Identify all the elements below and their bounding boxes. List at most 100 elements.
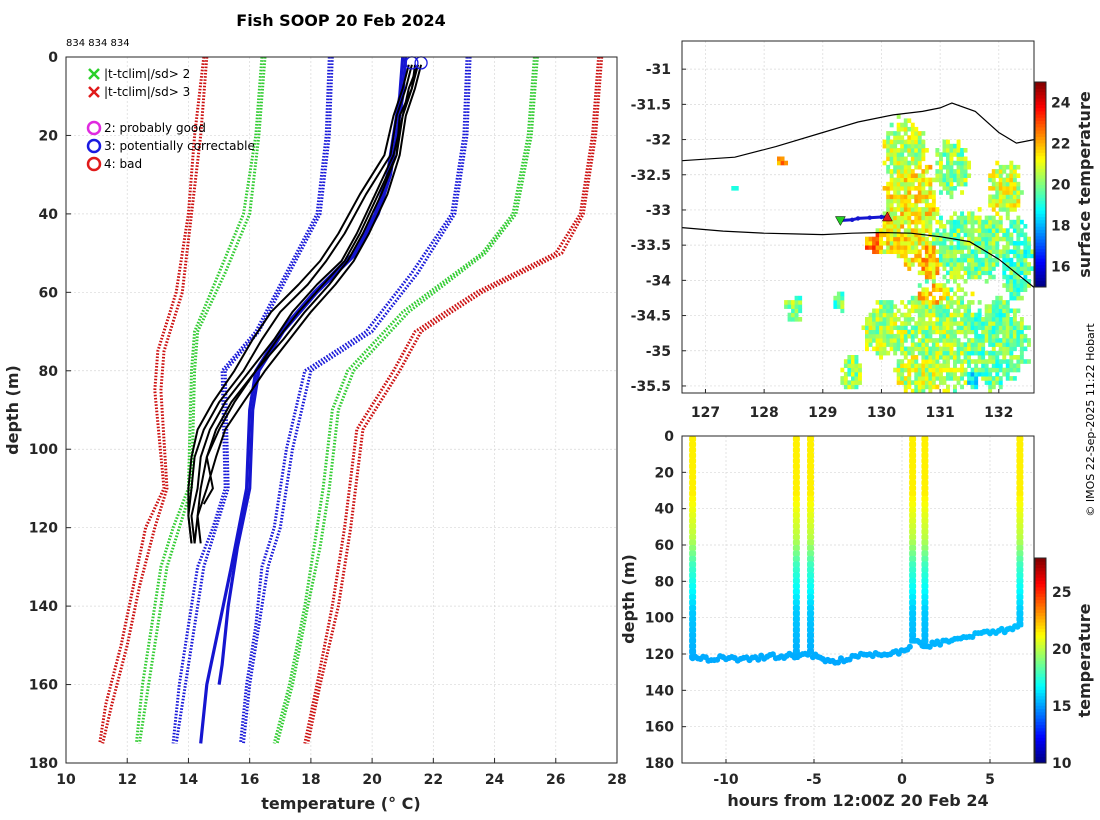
sst-cell bbox=[988, 329, 993, 335]
sst-cell bbox=[935, 312, 940, 318]
sst-cell bbox=[893, 177, 898, 183]
sst-cell bbox=[868, 333, 873, 339]
sst-cell bbox=[998, 207, 1003, 212]
sst-cell bbox=[1027, 240, 1031, 246]
sst-cell bbox=[949, 164, 954, 170]
sst-cell bbox=[917, 240, 922, 246]
cast-sample bbox=[909, 452, 917, 459]
time-y-tick-label: 180 bbox=[645, 756, 674, 772]
sst-cell bbox=[946, 152, 950, 157]
cast-sample bbox=[792, 528, 800, 535]
sst-cell bbox=[917, 215, 922, 221]
sst-cell bbox=[988, 224, 993, 229]
cast-sample bbox=[689, 599, 697, 606]
sst-cell bbox=[956, 257, 961, 263]
cast-sample bbox=[909, 545, 917, 552]
map-y-tick-label: -35.5 bbox=[631, 379, 671, 395]
sst-cell bbox=[1009, 236, 1014, 242]
sst-cell bbox=[928, 181, 933, 187]
sst-cell bbox=[889, 329, 894, 335]
sst-cell bbox=[910, 131, 915, 136]
sst-cell bbox=[931, 308, 936, 314]
sst-cell bbox=[893, 190, 898, 195]
sst-cell bbox=[963, 156, 968, 162]
cast-sample bbox=[689, 463, 697, 470]
sst-cell bbox=[900, 224, 905, 229]
sst-cell bbox=[1019, 270, 1024, 276]
sst-cell bbox=[1019, 266, 1024, 271]
sst-cell bbox=[1012, 177, 1017, 183]
time-y-tick-label: 60 bbox=[655, 538, 675, 554]
sst-cell bbox=[946, 376, 950, 381]
sst-cell bbox=[956, 346, 961, 352]
climatology-line bbox=[134, 56, 264, 744]
sst-cell bbox=[1005, 181, 1010, 187]
profile-series bbox=[98, 56, 604, 744]
bottom-sample bbox=[926, 643, 933, 650]
sst-cell bbox=[939, 376, 943, 381]
colorbar-segment bbox=[1035, 577, 1046, 581]
sst-cell bbox=[872, 321, 877, 326]
sst-cell bbox=[910, 262, 915, 267]
climatology-line bbox=[239, 56, 469, 744]
cast-sample bbox=[792, 512, 800, 519]
sst-cell bbox=[1023, 325, 1028, 331]
sst-cell bbox=[935, 355, 940, 360]
cast-sample bbox=[1016, 446, 1024, 453]
sst-cell bbox=[893, 194, 898, 200]
sst-cell bbox=[896, 219, 901, 225]
sst-cell bbox=[931, 312, 936, 318]
sst-cell bbox=[988, 338, 993, 343]
colorbar-segment bbox=[1035, 692, 1046, 697]
sst-cell bbox=[949, 329, 954, 335]
sst-cell bbox=[977, 266, 982, 271]
sst-cell bbox=[879, 240, 884, 246]
sst-cell bbox=[949, 152, 954, 157]
sst-cell bbox=[988, 215, 993, 221]
sst-cell bbox=[886, 224, 891, 229]
sst-cell bbox=[988, 262, 993, 267]
colorbar-segment bbox=[1035, 756, 1046, 761]
sst-cell bbox=[970, 321, 975, 326]
sst-cell bbox=[939, 224, 943, 229]
sst-cell bbox=[956, 270, 961, 276]
sst-cell bbox=[963, 359, 968, 364]
cast-sample bbox=[792, 506, 800, 513]
sst-cell bbox=[924, 346, 929, 352]
colorbar-segment bbox=[1035, 142, 1046, 147]
cast-sample bbox=[807, 637, 814, 644]
sst-cell bbox=[798, 304, 803, 309]
sst-cell bbox=[847, 367, 852, 373]
sst-cell bbox=[935, 346, 940, 352]
sst-cell bbox=[953, 232, 957, 238]
sst-cell bbox=[907, 148, 912, 153]
sst-cell bbox=[1019, 333, 1024, 339]
sst-cell bbox=[949, 317, 954, 322]
sst-cell bbox=[970, 329, 975, 335]
colorbar-segment bbox=[1035, 264, 1046, 269]
sst-cell bbox=[988, 384, 993, 390]
sst-cell bbox=[956, 152, 961, 157]
sst-cell bbox=[921, 376, 926, 381]
sst-cell bbox=[889, 148, 894, 153]
sst-cell bbox=[974, 274, 979, 280]
sst-cell bbox=[1016, 321, 1021, 326]
sst-cell bbox=[998, 236, 1003, 242]
climatology-line bbox=[275, 56, 539, 744]
sst-cell bbox=[928, 202, 933, 208]
map-x-tick-label: 132 bbox=[984, 405, 1013, 421]
sst-cell bbox=[886, 232, 891, 238]
sst-cell bbox=[1009, 287, 1014, 293]
sst-cell bbox=[886, 333, 891, 339]
sst-cell bbox=[1002, 232, 1007, 238]
sst-cell bbox=[984, 304, 989, 309]
cast-sample bbox=[909, 626, 917, 633]
sst-cell bbox=[935, 249, 940, 255]
sst-cell bbox=[963, 312, 968, 318]
sst-cell bbox=[988, 325, 993, 331]
sst-cell bbox=[977, 346, 982, 352]
sst-cell bbox=[886, 249, 891, 255]
sst-cell bbox=[865, 317, 869, 322]
sst-cell bbox=[960, 325, 965, 331]
sst-cell bbox=[1019, 329, 1024, 335]
